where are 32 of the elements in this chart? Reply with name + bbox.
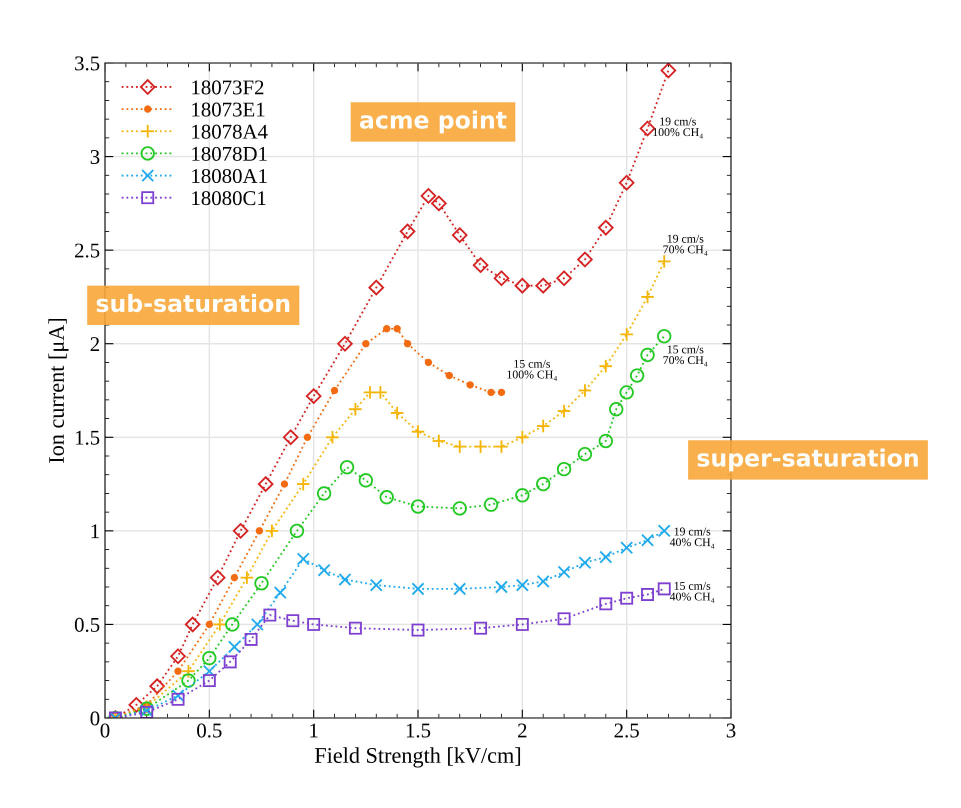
x-axis-title: Field Strength [kV/cm] xyxy=(314,747,520,768)
x-tick-label: 1 xyxy=(310,724,318,738)
y-tick-label: 2.5 xyxy=(75,244,100,258)
legend-label: 18073F2 xyxy=(192,80,264,94)
y-tick-label: 2 xyxy=(90,337,99,351)
legend-label: 18078A4 xyxy=(192,124,268,139)
y-tick-label: 0.5 xyxy=(74,618,100,632)
legend-label: 18078D1 xyxy=(192,146,267,161)
y-tick-label: 1 xyxy=(92,524,99,538)
y-tick-label: 1.5 xyxy=(76,430,100,445)
legend-label: 18080C1 xyxy=(192,191,266,206)
annotation: 19 cm/s 70% CH₄ xyxy=(664,234,708,256)
x-tick-label: 0 xyxy=(100,723,110,738)
legend-label: 18073E1 xyxy=(192,102,264,117)
y-tick-label: 3.5 xyxy=(75,56,100,71)
y-tick-label: 0 xyxy=(90,711,100,726)
annotation: super-saturation xyxy=(698,448,918,472)
annotation: 15 cm/s 100% CH₄ xyxy=(507,360,558,381)
annotation: 19 cm/s 40% CH₄ xyxy=(670,528,714,548)
y-axis-title: Ion current [μA] xyxy=(48,318,69,463)
annotation: 19 cm/s 100% CH₄ xyxy=(653,118,703,138)
annotation: 15 cm/s 70% CH₄ xyxy=(664,345,708,366)
annotation: acme point xyxy=(360,110,507,134)
x-tick-label: 1.5 xyxy=(406,724,430,738)
annotation: sub-saturation xyxy=(96,294,290,312)
x-tick-label: 2.5 xyxy=(614,724,639,738)
annotation: 15 cm/s 40% CH₄ xyxy=(670,582,714,603)
x-tick-label: 3 xyxy=(726,724,736,738)
y-tick-label: 3 xyxy=(90,150,100,164)
x-tick-label: 2 xyxy=(518,724,526,738)
legend-label: 18080A1 xyxy=(192,168,267,184)
x-tick-label: 0.5 xyxy=(197,723,222,738)
